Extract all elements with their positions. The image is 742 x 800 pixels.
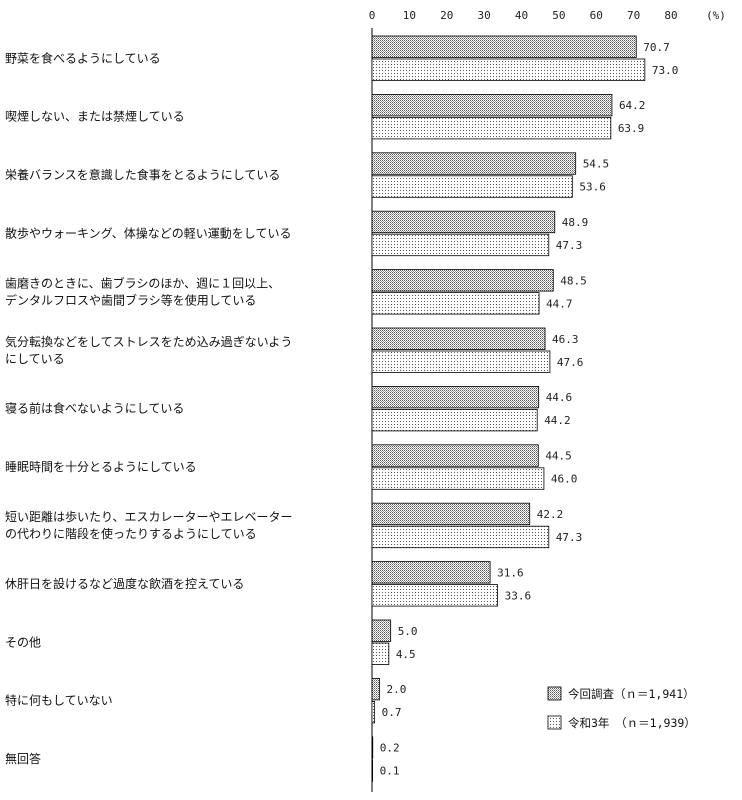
bar-value-label: 73.0 <box>652 64 679 77</box>
bar-value-label: 33.6 <box>505 589 531 602</box>
x-tick-label: 10 <box>403 9 416 22</box>
bar-current <box>371 678 380 701</box>
bar-current <box>371 502 531 526</box>
x-tick-label: 20 <box>440 9 453 22</box>
bar-current <box>371 561 491 584</box>
bar-previous <box>371 642 390 665</box>
category-label: 特に何もしていない <box>5 693 113 708</box>
bar-value-label: 46.3 <box>552 333 579 346</box>
legend-swatch <box>547 715 562 730</box>
category-label: 休肝日を設けるなど過度な飲酒を控えている <box>5 576 244 591</box>
bar-value-label: 0.7 <box>382 706 402 719</box>
bar-current <box>371 385 540 409</box>
x-tick-label: 40 <box>515 9 528 22</box>
category-labels: 野菜を食べるようにしている喫煙しない、または禁煙している栄養バランスを意識した食… <box>5 50 293 766</box>
x-tick-label: 30 <box>478 9 491 22</box>
bar-value-label: 44.5 <box>545 450 572 463</box>
bar-value-label: 46.0 <box>551 473 578 486</box>
bar-current <box>371 444 539 467</box>
bar-current <box>371 269 554 292</box>
bar-previous <box>371 408 538 432</box>
bar-value-label: 4.5 <box>396 648 416 661</box>
bar-previous <box>371 117 612 140</box>
category-label: 歯磨きのときに、歯ブラシのほか、週に１回以上、デンタルフロスや歯間ブラシ等を使用… <box>5 275 280 307</box>
legend: 今回調査（ｎ＝1,941） 令和3年 （ｎ＝1,939） <box>547 686 696 730</box>
bars: 70.7 73.0 64.2 63.9 54.5 53.6 48.9 47.3 48.5 44.7… <box>371 35 679 782</box>
category-label: 無回答 <box>5 751 41 766</box>
bar-value-label: 53.6 <box>579 181 606 194</box>
bar-value-label: 54.5 <box>583 158 610 171</box>
bar-value-label: 0.1 <box>380 765 400 778</box>
bar-current <box>371 327 546 350</box>
bar-previous <box>371 759 374 782</box>
legend-swatch <box>547 686 562 701</box>
bar-current <box>371 94 613 117</box>
bar-previous <box>371 175 573 198</box>
bar-value-label: 44.6 <box>546 391 573 404</box>
category-label: 睡眠時間を十分とるようにしている <box>5 460 197 474</box>
bar-value-label: 44.7 <box>546 297 573 310</box>
bar-previous <box>371 350 551 373</box>
category-label: その他 <box>5 635 41 649</box>
bar-value-label: 31.6 <box>497 566 523 579</box>
category-label: 寝る前は食べないようにしている <box>5 401 184 416</box>
bar-current <box>371 619 392 642</box>
bar-value-label: 42.2 <box>537 508 564 521</box>
bar-value-label: 63.9 <box>618 122 645 135</box>
x-tick-label: 70 <box>627 9 640 22</box>
category-label: 短い距離は歩いたり、エスカレーターやエレベーターの代わりに階段を使ったりするよう… <box>5 509 293 541</box>
bar-previous <box>371 525 550 549</box>
bar-value-label: 70.7 <box>643 41 670 54</box>
x-tick-label: 0 <box>369 9 376 22</box>
x-tick-label: 50 <box>552 9 565 22</box>
bar-previous <box>371 58 646 81</box>
bar-value-label: 48.9 <box>562 216 589 229</box>
bar-value-label: 47.6 <box>557 356 584 369</box>
x-tick-label: 60 <box>590 9 603 22</box>
bar-value-label: 48.5 <box>560 274 587 287</box>
category-label: 気分転換などをしてストレスをため込み過ぎないようにしている <box>5 334 292 366</box>
bar-current <box>371 210 556 234</box>
bar-current <box>371 152 577 175</box>
x-axis-unit: (%) <box>706 9 726 22</box>
legend-label: 令和3年 （ｎ＝1,939） <box>568 716 696 730</box>
bar-value-label: 64.2 <box>619 99 646 112</box>
bar-value-label: 44.2 <box>544 414 571 427</box>
bar-previous <box>371 467 545 490</box>
bar-value-label: 0.2 <box>380 742 400 755</box>
bar-value-label: 47.3 <box>556 531 583 544</box>
bar-previous <box>371 292 540 315</box>
category-label: 散歩やウォーキング、体操などの軽い運動をしている <box>5 225 291 240</box>
bar-value-label: 2.0 <box>386 683 406 696</box>
bar-value-label: 5.0 <box>398 625 418 638</box>
bar-previous <box>371 584 498 607</box>
bar-value-label: 47.3 <box>556 239 583 252</box>
x-tick-label: 80 <box>664 9 677 22</box>
bar-previous <box>371 701 376 724</box>
bar-previous <box>371 233 550 257</box>
category-label: 栄養バランスを意識した食事をとるようにしている <box>5 167 280 182</box>
bar-current <box>371 35 637 58</box>
legend-label: 今回調査（ｎ＝1,941） <box>568 687 695 701</box>
bar-current <box>371 736 374 759</box>
category-label: 野菜を食べるようにしている <box>5 50 161 65</box>
category-label: 喫煙しない、または禁煙している <box>5 110 185 124</box>
